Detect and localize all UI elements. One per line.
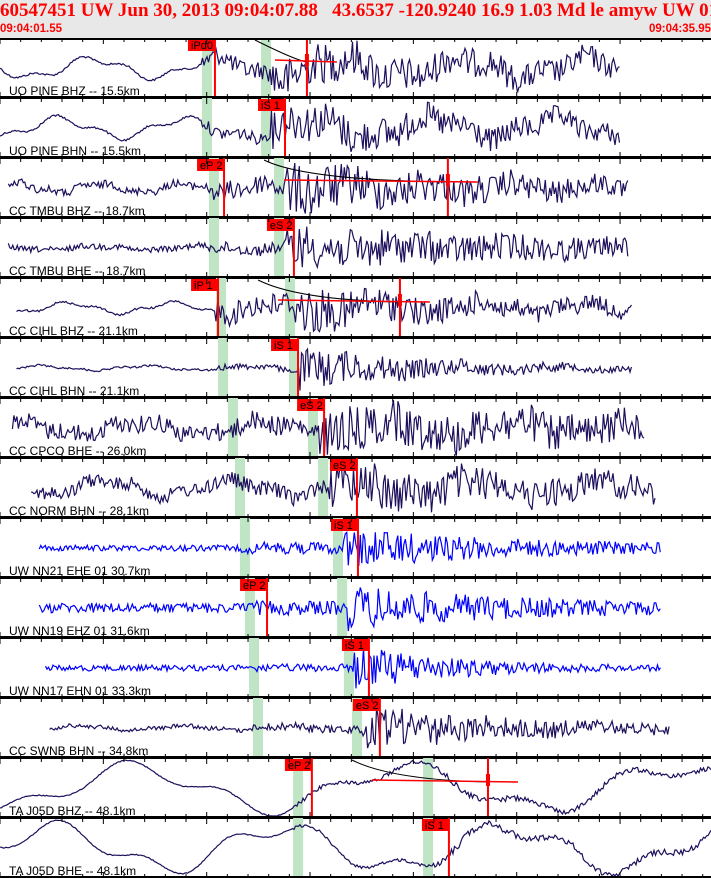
station-label: UW NN21 EHE 01 30.7km — [9, 564, 150, 578]
theoretical-p-bar — [201, 38, 212, 98]
theoretical-p-bar — [252, 698, 263, 758]
amplitude-level-line — [371, 779, 518, 783]
theoretical-s-bar — [423, 818, 434, 878]
theoretical-s-bar — [285, 278, 296, 338]
seismogram-trace — [44, 647, 662, 689]
start-time: 09:04:01.55 — [0, 23, 63, 35]
waveform-panel[interactable]: iPd0 UO PINE BHZ -- 15.5km iS 1 UO PINE BHN… — [0, 38, 711, 878]
theoretical-s-bar — [261, 98, 272, 158]
phase-pick-label: eS 2 — [333, 460, 356, 472]
phase-pick-flag[interactable] — [297, 399, 325, 411]
seismogram-trace — [16, 347, 633, 391]
phase-pick-label: eS 2 — [300, 400, 323, 412]
seismogram-trace — [0, 759, 711, 817]
phase-pick-label: eP 2 — [200, 160, 222, 172]
phase-pick-label: eS 2 — [270, 220, 293, 232]
theoretical-s-bar — [332, 518, 343, 578]
event-header: 60547451 UW Jun 30, 2013 09:04:07.88 43.… — [0, 0, 711, 38]
phase-pick-label: eP 2 — [243, 580, 265, 592]
seismogram-trace — [49, 706, 670, 749]
event-title: 60547451 UW Jun 30, 2013 09:04:07.88 43.… — [0, 0, 711, 21]
theoretical-p-bar — [293, 818, 304, 878]
phase-pick-flag[interactable] — [266, 219, 294, 231]
coda-curve — [351, 759, 488, 783]
station-label: CC CIHL BHN -- 21.1km — [9, 384, 139, 398]
phase-pick-flag[interactable] — [352, 699, 380, 711]
station-label: CC NORM BHN -- 28.1km — [9, 504, 149, 518]
station-label: UO PINE BHN -- 15.5km — [9, 144, 141, 158]
station-label: UW NN17 EHN 01 33.3km — [9, 684, 151, 698]
phase-pick-label: iS 1 — [334, 520, 353, 532]
amplitude-bar — [485, 774, 490, 786]
coda-curve — [263, 159, 448, 183]
station-label: UW NN19 EHZ 01 31.6km — [9, 624, 150, 638]
station-label: TA J05D BHE -- 48.1km — [9, 864, 136, 878]
seismogram-trace — [7, 162, 629, 214]
phase-pick-label: iS 1 — [274, 340, 293, 352]
amplitude-level-line — [284, 179, 478, 183]
phase-pick-flag[interactable] — [329, 459, 357, 471]
station-label: UO PINE BHZ -- 15.5km — [9, 84, 140, 98]
theoretical-p-bar — [218, 338, 229, 398]
phase-pick-flag[interactable] — [191, 279, 219, 291]
station-label: CC TMBU BHE -- 18.7km — [9, 264, 145, 278]
seismogram-trace — [16, 287, 633, 333]
phase-pick-label: iS 1 — [425, 820, 444, 832]
phase-pick-flag[interactable] — [341, 639, 369, 651]
theoretical-p-bar — [293, 758, 304, 818]
phase-pick-flag[interactable] — [271, 339, 299, 351]
phase-pick-flag[interactable] — [284, 759, 312, 771]
amplitude-bar — [445, 174, 450, 186]
seismogram-trace — [0, 819, 711, 877]
phase-pick-label: eS 2 — [356, 700, 379, 712]
seismogram-trace — [31, 463, 656, 513]
seismogram-trace — [0, 101, 621, 152]
theoretical-s-bar — [423, 758, 434, 818]
station-label: TA J05D BHZ -- 48.1km — [9, 804, 135, 818]
theoretical-p-bar — [244, 578, 255, 638]
theoretical-s-bar — [351, 698, 362, 758]
amplitude-level-line — [278, 299, 430, 303]
seismogram-trace — [7, 226, 629, 270]
phase-pick-flag[interactable] — [258, 99, 286, 111]
phase-pick-flag[interactable] — [421, 819, 449, 831]
theoretical-p-bar — [239, 518, 250, 578]
theoretical-p-bar — [235, 458, 246, 518]
phase-pick-flag[interactable] — [240, 579, 268, 591]
seismogram-trace — [0, 40, 620, 93]
phase-pick-label: eP 2 — [288, 760, 310, 772]
theoretical-s-bar — [288, 338, 299, 398]
seismogram-trace — [11, 399, 645, 457]
phase-pick-label: iS 1 — [261, 100, 280, 112]
phase-pick-label: iS 1 — [345, 640, 364, 652]
station-label: CC TMBU BHZ -- 18.7km — [9, 204, 145, 218]
phase-pick-flag[interactable] — [187, 39, 215, 51]
seismogram-trace — [38, 587, 661, 632]
seismogram-trace — [38, 531, 661, 566]
amplitude-bar — [304, 54, 309, 66]
theoretical-p-bar — [227, 398, 238, 458]
phase-pick-flag[interactable] — [197, 159, 225, 171]
amplitude-bar — [397, 294, 402, 306]
phase-pick-label: iPd0 — [191, 40, 213, 52]
phase-pick-label: iP 1 — [194, 280, 213, 292]
station-label: CC CIHL BHZ -- 21.1km — [9, 324, 138, 338]
theoretical-p-bar — [208, 158, 219, 218]
station-label: CC CPCO BHE -- 26.0km — [9, 444, 146, 458]
station-label: CC SWNB BHN -- 34.8km — [9, 744, 148, 758]
theoretical-p-bar — [215, 278, 226, 338]
end-time: 09:04:35.95 — [648, 23, 711, 35]
